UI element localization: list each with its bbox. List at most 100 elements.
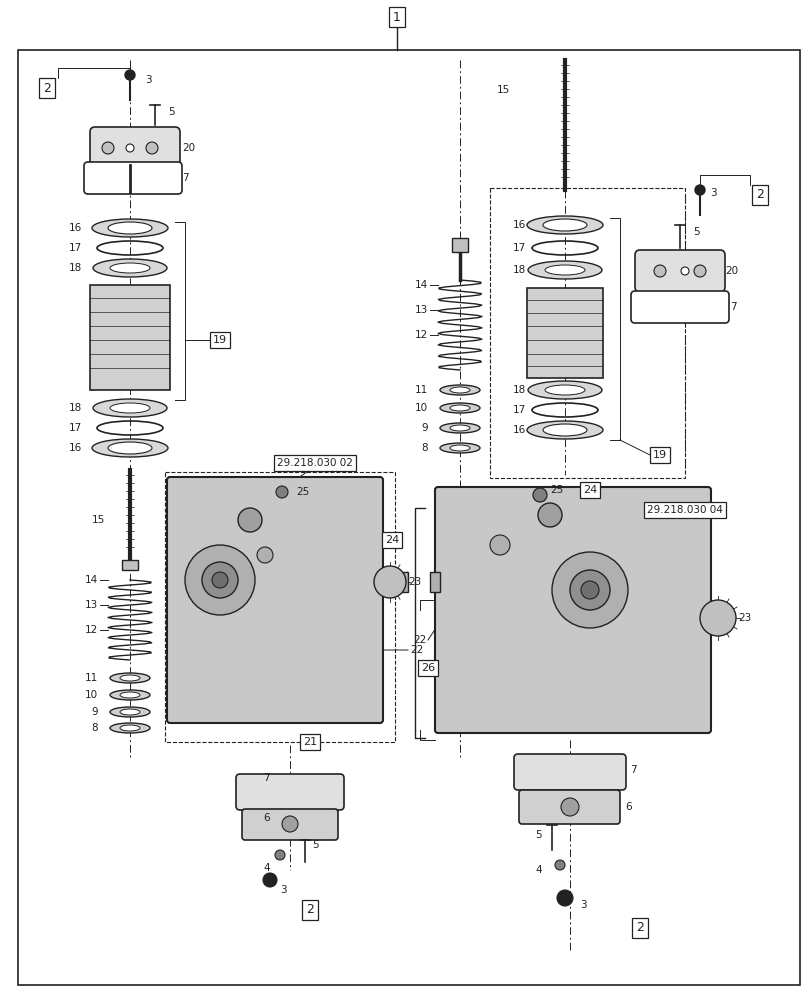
Ellipse shape xyxy=(109,690,150,700)
Circle shape xyxy=(374,566,406,598)
Ellipse shape xyxy=(543,424,586,436)
Ellipse shape xyxy=(92,219,168,237)
Circle shape xyxy=(532,488,547,502)
Circle shape xyxy=(554,860,564,870)
Text: 12: 12 xyxy=(414,330,427,340)
Ellipse shape xyxy=(527,261,601,279)
Text: 12: 12 xyxy=(84,625,98,635)
Text: 16: 16 xyxy=(513,220,526,230)
Text: 25: 25 xyxy=(296,487,309,497)
Text: 4: 4 xyxy=(534,865,541,875)
Circle shape xyxy=(538,503,561,527)
Ellipse shape xyxy=(109,263,150,273)
Ellipse shape xyxy=(93,399,167,417)
Text: 17: 17 xyxy=(69,423,82,433)
Text: 15: 15 xyxy=(496,85,509,95)
Text: 16: 16 xyxy=(513,425,526,435)
Bar xyxy=(526,288,603,378)
Text: 7: 7 xyxy=(182,173,188,183)
Text: 16: 16 xyxy=(69,443,82,453)
FancyBboxPatch shape xyxy=(513,754,625,790)
FancyBboxPatch shape xyxy=(84,162,182,194)
Text: 19: 19 xyxy=(652,450,667,460)
Ellipse shape xyxy=(92,439,168,457)
Ellipse shape xyxy=(120,725,139,731)
Ellipse shape xyxy=(120,692,139,698)
Bar xyxy=(489,188,684,478)
Text: 18: 18 xyxy=(69,263,82,273)
Circle shape xyxy=(212,572,228,588)
Ellipse shape xyxy=(109,403,150,413)
Text: 24: 24 xyxy=(384,535,399,545)
Circle shape xyxy=(560,798,578,816)
Circle shape xyxy=(125,70,135,80)
Circle shape xyxy=(126,144,134,152)
Ellipse shape xyxy=(93,259,167,277)
Text: 1: 1 xyxy=(393,11,401,24)
Text: 11: 11 xyxy=(84,673,98,683)
Text: 22: 22 xyxy=(410,645,423,655)
FancyBboxPatch shape xyxy=(518,790,620,824)
Text: 2: 2 xyxy=(306,903,314,916)
FancyBboxPatch shape xyxy=(634,250,724,292)
Circle shape xyxy=(281,816,298,832)
Ellipse shape xyxy=(543,219,586,231)
Text: 7: 7 xyxy=(629,765,636,775)
Ellipse shape xyxy=(527,381,601,399)
Text: 17: 17 xyxy=(69,243,82,253)
Circle shape xyxy=(551,552,627,628)
Ellipse shape xyxy=(440,443,479,453)
Ellipse shape xyxy=(440,423,479,433)
Circle shape xyxy=(694,185,704,195)
Text: 13: 13 xyxy=(414,305,427,315)
FancyBboxPatch shape xyxy=(242,809,337,840)
Ellipse shape xyxy=(108,222,152,234)
Circle shape xyxy=(146,142,158,154)
Text: 16: 16 xyxy=(69,223,82,233)
Text: 23: 23 xyxy=(407,577,421,587)
Text: 14: 14 xyxy=(84,575,98,585)
Text: 5: 5 xyxy=(311,840,318,850)
Text: 7: 7 xyxy=(263,773,270,783)
Text: 3: 3 xyxy=(579,900,586,910)
Text: 29.218.030 04: 29.218.030 04 xyxy=(646,505,722,515)
Text: 5: 5 xyxy=(534,830,541,840)
Bar xyxy=(90,285,169,390)
Bar xyxy=(452,238,467,252)
Text: 3: 3 xyxy=(709,188,716,198)
Circle shape xyxy=(185,545,255,615)
Circle shape xyxy=(238,508,262,532)
Circle shape xyxy=(693,265,705,277)
Text: 11: 11 xyxy=(414,385,427,395)
Ellipse shape xyxy=(440,385,479,395)
Bar xyxy=(430,572,440,592)
Text: 13: 13 xyxy=(84,600,98,610)
Ellipse shape xyxy=(109,673,150,683)
Text: 15: 15 xyxy=(92,515,105,525)
Circle shape xyxy=(569,570,609,610)
Circle shape xyxy=(489,535,509,555)
Text: 17: 17 xyxy=(513,243,526,253)
Ellipse shape xyxy=(544,265,584,275)
Text: 14: 14 xyxy=(414,280,427,290)
Text: 18: 18 xyxy=(513,385,526,395)
Ellipse shape xyxy=(449,445,470,451)
Text: 7: 7 xyxy=(729,302,736,312)
Circle shape xyxy=(263,873,277,887)
Text: 4: 4 xyxy=(263,863,270,873)
Text: 5: 5 xyxy=(692,227,699,237)
FancyBboxPatch shape xyxy=(167,477,383,723)
Circle shape xyxy=(680,267,689,275)
Text: 8: 8 xyxy=(421,443,427,453)
Text: 6: 6 xyxy=(263,813,270,823)
Ellipse shape xyxy=(109,723,150,733)
Text: 25: 25 xyxy=(549,485,563,495)
Circle shape xyxy=(699,600,735,636)
Circle shape xyxy=(581,581,599,599)
Text: 18: 18 xyxy=(513,265,526,275)
Ellipse shape xyxy=(449,405,470,411)
Text: 19: 19 xyxy=(212,335,227,345)
Ellipse shape xyxy=(544,385,584,395)
Circle shape xyxy=(102,142,114,154)
Circle shape xyxy=(202,562,238,598)
